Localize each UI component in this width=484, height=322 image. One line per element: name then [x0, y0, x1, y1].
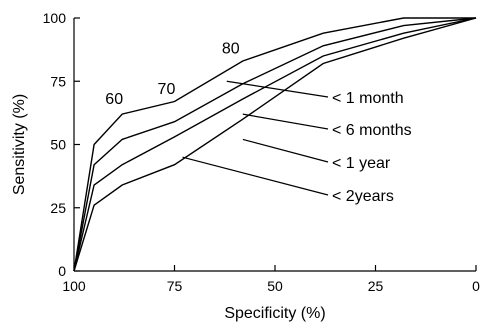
series-line: [73, 17, 476, 272]
x-tick-label: 0: [472, 278, 480, 294]
y-tick-label: 75: [50, 73, 66, 89]
annotations: 60 70 80: [105, 40, 239, 108]
legend-label: < 1 month: [332, 90, 404, 107]
y-tick-label: 50: [50, 137, 66, 153]
y-tick-label: 100: [43, 10, 67, 26]
point-annotation: 70: [158, 81, 176, 98]
series-line: [73, 17, 477, 272]
legend-leader-line: [182, 156, 329, 196]
legend-label: < 6 months: [332, 122, 412, 139]
legend: < 1 month < 6 months < 1 year < 2years: [182, 80, 412, 205]
series-line: [73, 17, 477, 272]
legend-label: < 1 year: [332, 155, 391, 172]
series-lines: [73, 17, 477, 272]
legend-leader-line: [242, 138, 329, 163]
x-ticks: 100 75 50 25 0: [62, 265, 480, 294]
x-axis-label: Specificity (%): [224, 305, 325, 322]
legend-leader-line: [242, 113, 329, 130]
point-annotation: 80: [222, 40, 240, 57]
x-tick-label: 75: [167, 278, 183, 294]
y-tick-label: 0: [58, 263, 66, 279]
legend-leader-line: [226, 80, 329, 98]
point-annotation: 60: [105, 91, 123, 108]
y-axis-label: Sensitivity (%): [11, 94, 28, 195]
x-tick-label: 50: [267, 278, 283, 294]
x-tick-label: 100: [62, 278, 86, 294]
axes: [73, 18, 476, 272]
y-ticks: 0 25 50 75 100: [43, 10, 80, 279]
x-tick-label: 25: [368, 278, 384, 294]
series-line: [73, 17, 477, 272]
legend-label: < 2years: [332, 188, 394, 205]
y-tick-label: 25: [50, 200, 66, 216]
